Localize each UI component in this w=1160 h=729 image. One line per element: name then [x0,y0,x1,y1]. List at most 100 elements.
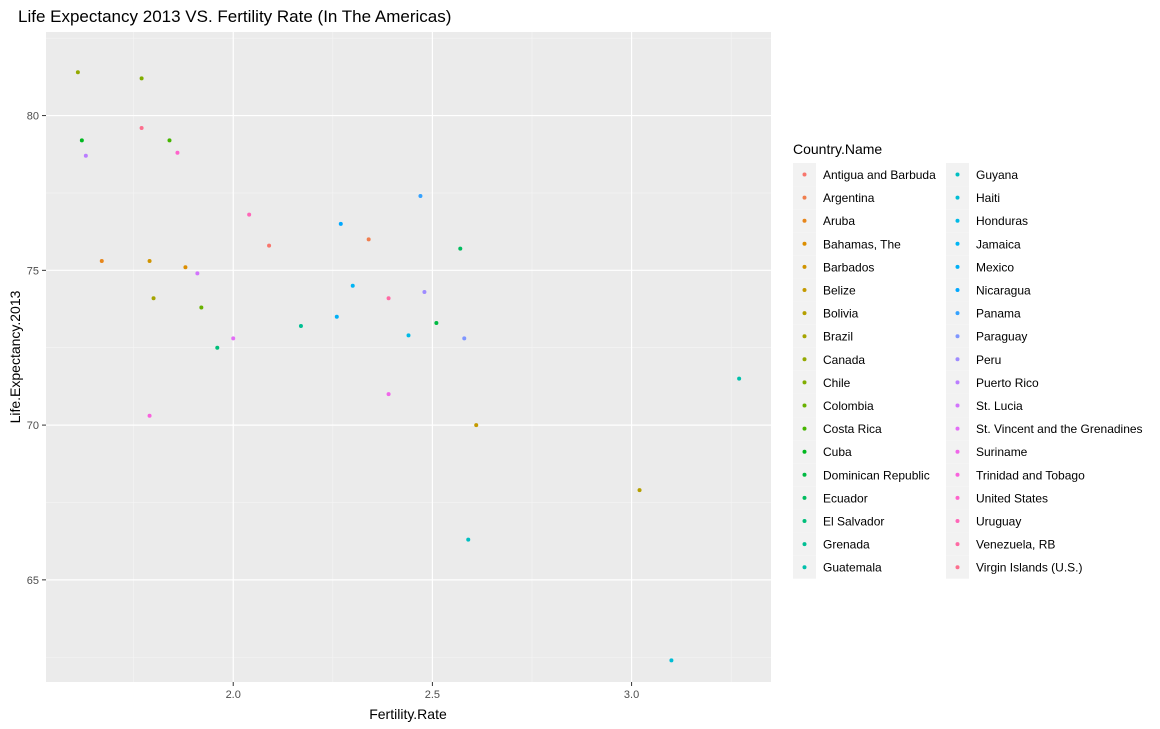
legend-key-point [955,172,960,177]
data-point [75,70,80,75]
legend-label: Mexico [976,260,1014,274]
legend-label: Grenada [823,538,870,552]
legend-label: Bahamas, The [823,237,901,251]
legend-key-point [802,403,807,408]
data-point [406,333,411,338]
legend-label: Dominican Republic [823,468,930,482]
x-axis-ticks: 2.0 2.5 3.0 [226,682,639,701]
data-point [669,658,674,663]
legend-key-point [955,403,960,408]
data-point [462,336,467,341]
legend-label: Suriname [976,445,1028,459]
y-tick-label: 70 [27,420,39,432]
legend-key-point [802,542,807,547]
data-point [151,296,156,301]
legend-key-point [802,449,807,454]
legend-key-point [802,380,807,385]
y-tick-label: 75 [27,265,39,277]
data-point [298,324,303,329]
legend-key-point [802,172,807,177]
legend-key-point [955,241,960,246]
legend-label: Barbados [823,260,874,274]
plot-panel [46,32,771,682]
data-point [147,259,152,264]
legend-label: St. Vincent and the Grenadines [976,422,1143,436]
data-point [139,125,144,130]
legend-key-point [955,288,960,292]
data-point [231,336,236,341]
legend-key-point [955,426,960,431]
legend-label: Uruguay [976,515,1021,529]
data-point [83,153,88,158]
data-point [418,194,423,199]
y-tick-label: 65 [27,575,39,587]
x-tick-label: 2.5 [425,689,440,701]
data-point [195,271,200,276]
legend-key-point [802,241,807,246]
data-point [99,259,104,264]
legend-key-point [955,264,960,269]
legend-label: Colombia [823,399,874,413]
data-points [75,70,742,663]
legend-label: Bolivia [823,307,859,321]
legend-label: Antigua and Barbuda [823,168,936,182]
x-axis-title: Fertility.Rate [369,706,447,722]
legend-label: Canada [823,353,865,367]
data-point [139,76,144,81]
legend-label: Ecuador [823,491,868,505]
data-point [350,283,355,288]
legend-label: Aruba [823,214,855,228]
data-point [167,138,172,143]
data-point [386,392,391,397]
legend-label: Paraguay [976,330,1027,344]
data-point [334,314,339,319]
y-tick-label: 80 [27,111,39,123]
data-point [199,305,204,310]
y-axis-ticks: 65 70 75 80 [27,111,46,587]
data-point [79,138,84,143]
x-tick-label: 3.0 [624,689,639,701]
data-point [247,212,252,217]
legend-key-point [802,288,807,292]
data-point [175,150,180,155]
x-tick-label: 2.0 [226,689,241,701]
data-point [737,376,742,381]
legend: Country.Name Antigua and Barbuda Argentin… [793,141,1143,579]
legend-key-point [802,311,807,316]
legend-key-point [955,519,960,523]
legend-key-point [955,218,960,223]
legend-key-point [955,565,960,570]
legend-key-point [802,195,807,200]
data-point [267,243,272,248]
legend-key-point [955,472,960,477]
legend-label: Peru [976,353,1001,367]
data-point [466,537,471,542]
data-point [366,237,371,242]
legend-label: Brazil [823,330,853,344]
grid-minor [46,32,771,682]
legend-key-point [802,264,807,269]
legend-label: St. Lucia [976,399,1023,413]
legend-key-point [802,519,807,523]
legend-label: Chile [823,376,851,390]
legend-title: Country.Name [793,141,882,157]
legend-label: El Salvador [823,515,884,529]
legend-key-point [955,495,960,500]
legend-label: Costa Rica [823,422,882,436]
legend-key-point [955,357,960,362]
legend-key-point [802,357,807,362]
legend-key-point [802,495,807,500]
grid-major [46,32,771,682]
chart-title: Life Expectancy 2013 VS. Fertility Rate … [18,7,451,26]
legend-key-point [802,426,807,431]
legend-items: Antigua and Barbuda Argentina Aruba Bahamas… [793,163,1143,579]
legend-label: Honduras [976,214,1028,228]
legend-label: Panama [976,307,1021,321]
data-point [434,320,439,325]
data-point [338,221,343,226]
data-point [458,246,463,251]
legend-key-point [955,542,960,547]
legend-key-point [955,334,960,339]
legend-label: Jamaica [976,237,1021,251]
